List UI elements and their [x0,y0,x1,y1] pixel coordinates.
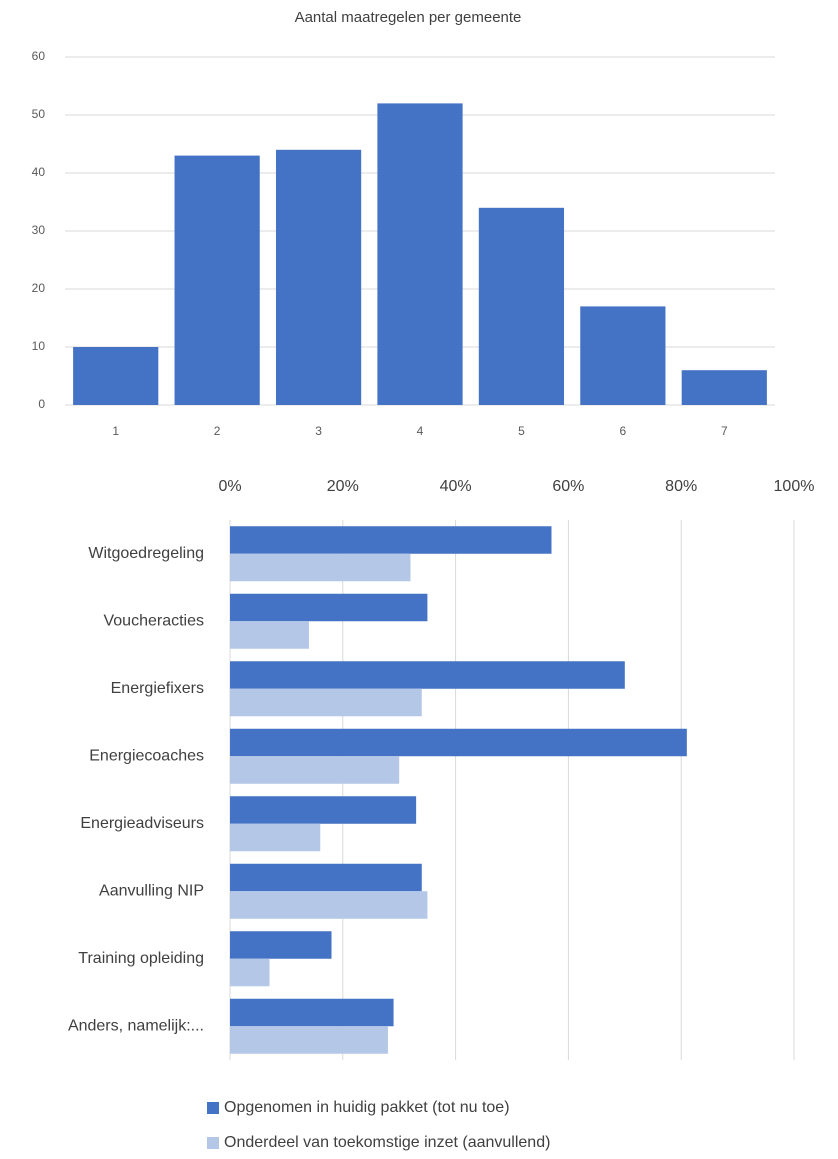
bar [681,370,767,405]
chart-title: Aantal maatregelen per gemeente [295,9,522,26]
y-tick-label: Witgoedregeling [88,545,204,562]
y-tick-label: Aanvulling NIP [99,882,204,899]
bar [73,347,159,405]
x-tick-label: 0% [218,478,241,495]
x-tick-label: 4 [417,424,424,438]
bar [230,621,309,649]
y-tick-label: Training opleiding [78,950,204,967]
bar [230,958,270,987]
y-tick-label: Energiecoaches [89,747,204,764]
bar [230,728,687,757]
bar [230,931,332,959]
bar [275,149,362,405]
legend-label: Onderdeel van toekomstige inzet (aanvull… [224,1134,550,1151]
legend-swatch [207,1137,219,1149]
y-tick-label: Energiefixers [111,680,204,697]
x-tick-label: 2 [214,424,221,438]
y-tick-label: 20 [32,281,46,295]
bar [230,863,422,892]
bar [230,756,400,784]
x-tick-label: 100% [774,478,815,495]
bar [174,155,260,405]
x-tick-label: 80% [665,478,697,495]
x-tick-label: 1 [112,424,119,438]
bar [230,526,552,554]
y-tick-label: Energieadviseurs [80,815,204,832]
legend-swatch [207,1102,219,1114]
x-tick-label: 6 [620,424,627,438]
bar [377,103,463,406]
x-tick-label: 5 [518,424,525,438]
legend-label: Opgenomen in huidig pakket (tot nu toe) [224,1099,510,1116]
y-tick-label: 0 [38,397,45,411]
bar [230,553,411,582]
x-tick-label: 3 [315,424,322,438]
y-tick-label: 10 [32,339,46,353]
bar [230,593,428,622]
bar [230,661,625,689]
bar [230,891,428,919]
y-tick-label: 60 [32,49,46,63]
y-tick-label: 40 [32,165,46,179]
bar [230,823,321,852]
y-tick-label: 30 [32,223,46,237]
x-tick-label: 7 [721,424,728,438]
bar [580,306,666,405]
x-tick-label: 20% [327,478,359,495]
y-tick-label: Anders, namelijk:... [68,1017,204,1034]
bar [230,1026,388,1054]
bar [478,207,565,405]
bar [230,796,417,824]
y-tick-label: Voucheracties [103,612,204,629]
bar [230,688,422,717]
bar [230,998,394,1027]
x-tick-label: 40% [440,478,472,495]
y-tick-label: 50 [32,107,46,121]
x-tick-label: 60% [552,478,584,495]
